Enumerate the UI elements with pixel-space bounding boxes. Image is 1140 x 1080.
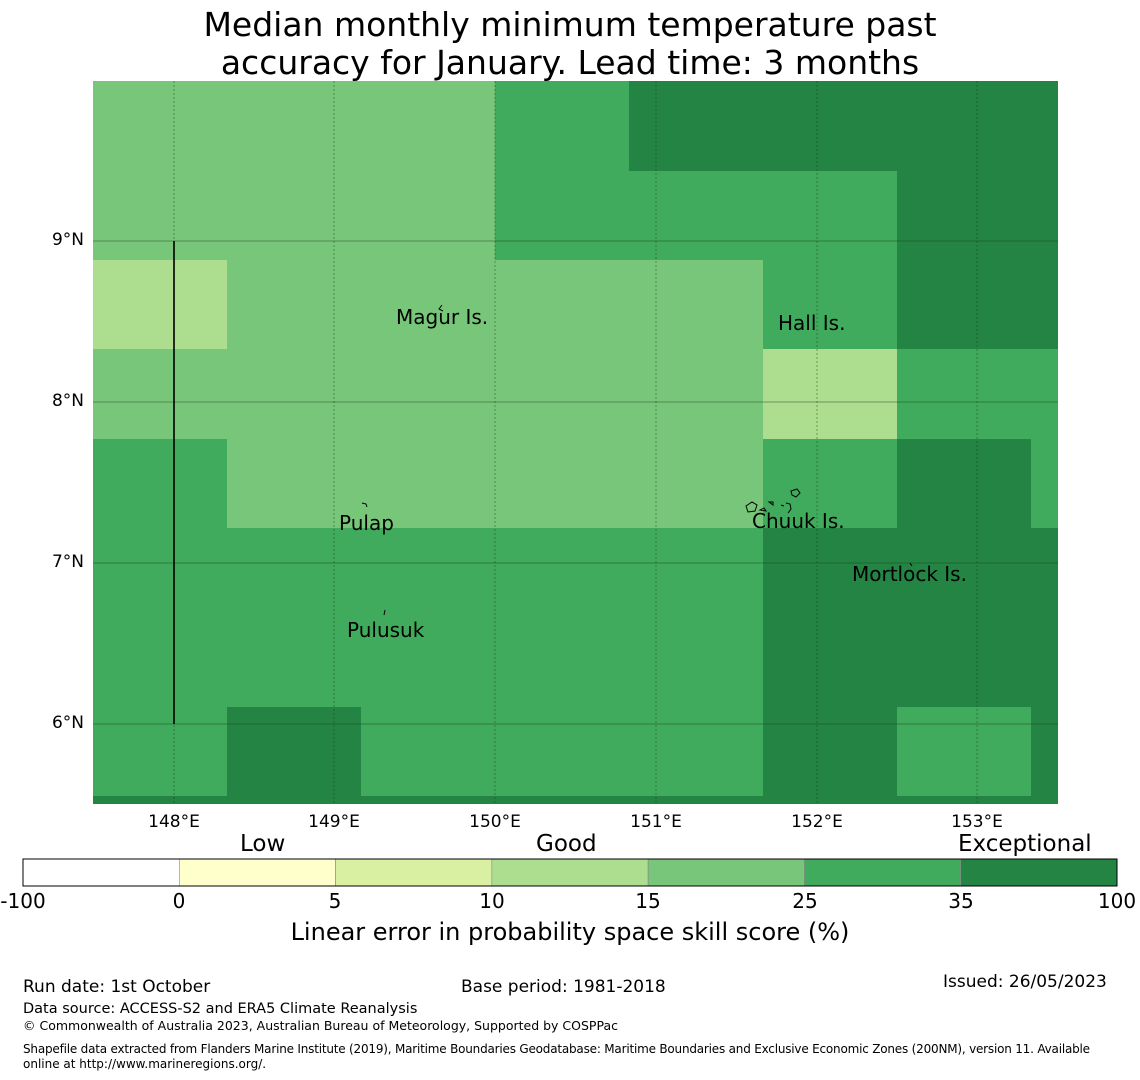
gridlines: [93, 81, 1058, 804]
lat-label-7n: 7°N: [51, 552, 84, 572]
cell-region: [897, 707, 1031, 796]
lon-label-149e: 149°E: [308, 812, 360, 832]
title-line-1: Median monthly minimum temperature past: [203, 5, 937, 44]
lon-label-150e: 150°E: [469, 812, 521, 832]
place-label-pulusuk: Pulusuk: [347, 618, 425, 642]
colorbar-frame: [22, 858, 1118, 887]
cell-region: [763, 349, 897, 439]
run-date: Run date: 1st October: [23, 977, 211, 997]
cell-region: [763, 528, 1058, 707]
cell-region: [629, 171, 897, 260]
cell-region: [629, 81, 1058, 171]
colorbar-tick: 5: [328, 889, 342, 913]
cell-region: [93, 81, 495, 260]
place-label-magur: Magur Is.: [396, 305, 489, 329]
place-label-chuuk: Chuuk Is.: [752, 509, 845, 533]
lon-label-151e: 151°E: [630, 812, 682, 832]
cell-region: [1031, 439, 1058, 528]
magur-island-shape: [438, 304, 444, 312]
issued-date: Issued: 26/05/2023: [943, 972, 1107, 992]
map-title: Median monthly minimum temperature past …: [0, 6, 1140, 82]
colorbar-tick: 100: [1097, 889, 1137, 913]
shapefile-credit-line-1: Shapefile data extracted from Flanders M…: [23, 1042, 1090, 1056]
lon-label-152e: 152°E: [791, 812, 843, 832]
cell-region: [763, 439, 897, 528]
pulusuk-island-shape: [383, 609, 386, 616]
colorbar-segment: [335, 858, 493, 887]
colorbar-segment: [178, 858, 336, 887]
colorbar: [22, 858, 1118, 887]
cell-region: [93, 349, 227, 439]
island-outlines: [361, 304, 913, 616]
colorbar-tick: 0: [172, 889, 186, 913]
colorbar-segment: [491, 858, 649, 887]
cell-region: [93, 439, 227, 707]
base-period: Base period: 1981-2018: [461, 977, 666, 997]
category-good: Good: [536, 831, 597, 857]
cell-region: [93, 260, 227, 349]
data-source: Data source: ACCESS-S2 and ERA5 Climate …: [23, 1001, 418, 1017]
cell-region: [495, 81, 629, 260]
colorbar-segment: [647, 858, 805, 887]
cell-region: [897, 171, 1058, 349]
colorbar-tick: -100: [0, 889, 46, 913]
cell-region: [1031, 707, 1058, 796]
copyright: © Commonwealth of Australia 2023, Austra…: [23, 1018, 618, 1033]
place-label-pulap: Pulap: [339, 511, 394, 535]
cell-region: [93, 796, 1058, 804]
skill-cells: [93, 81, 1058, 804]
lat-label-6n: 6°N: [51, 713, 84, 733]
cell-region: [763, 260, 897, 349]
cell-region: [897, 439, 1031, 528]
colorbar-tick: 25: [792, 889, 818, 913]
lon-label-153e: 153°E: [951, 812, 1003, 832]
colorbar-label: Linear error in probability space skill …: [290, 918, 850, 946]
pulap-island-shape: [361, 502, 368, 508]
place-label-hall: Hall Is.: [778, 311, 846, 335]
chuuk-island-shape: [745, 488, 801, 514]
cell-region: [227, 528, 763, 707]
cell-region: [361, 707, 763, 796]
colorbar-segment: [22, 858, 180, 887]
colorbar-tick: 10: [479, 889, 505, 913]
title-line-2: accuracy for January. Lead time: 3 month…: [220, 43, 920, 82]
colorbar-tick: 15: [635, 889, 661, 913]
place-label-mortlock: Mortlock Is.: [852, 562, 967, 586]
colorbar-tick: 35: [948, 889, 974, 913]
lat-label-9n: 9°N: [51, 230, 84, 250]
colorbar-segment: [804, 858, 962, 887]
colorbar-segment: [960, 858, 1118, 887]
category-exceptional: Exceptional: [958, 831, 1092, 857]
cell-region: [227, 260, 763, 528]
shapefile-credit-line-2: online at http://www.marineregions.org/.: [23, 1057, 267, 1071]
cell-region: [227, 707, 361, 796]
lat-label-8n: 8°N: [51, 391, 84, 411]
cell-region: [763, 707, 897, 796]
mortlock-island-shape: [909, 562, 913, 567]
cell-region: [93, 707, 227, 796]
lon-label-148e: 148°E: [148, 812, 200, 832]
cell-region: [897, 349, 1058, 439]
category-low: Low: [240, 831, 286, 857]
